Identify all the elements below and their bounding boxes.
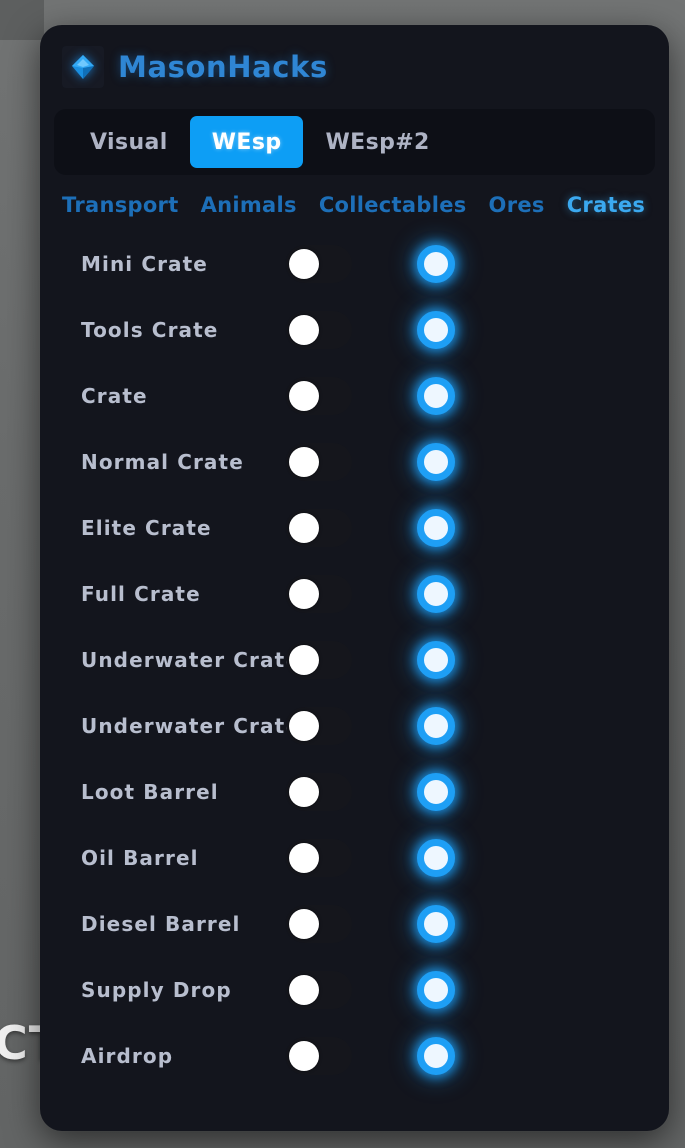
option-toggle[interactable] bbox=[286, 575, 352, 613]
toggle-knob bbox=[289, 447, 319, 477]
option-row: Oil Barrel bbox=[40, 825, 669, 891]
toggle-knob bbox=[289, 645, 319, 675]
option-color-indicator[interactable] bbox=[417, 905, 455, 943]
option-toggle[interactable] bbox=[286, 773, 352, 811]
subnav-item-collectables[interactable]: Collectables bbox=[318, 193, 467, 217]
option-row: Underwater Crate bbox=[40, 693, 669, 759]
option-row: Underwater Crate bbox=[40, 627, 669, 693]
option-color-indicator[interactable] bbox=[417, 1037, 455, 1075]
option-toggle[interactable] bbox=[286, 1037, 352, 1075]
toggle-knob bbox=[289, 1041, 319, 1071]
option-toggle[interactable] bbox=[286, 509, 352, 547]
cheat-menu-panel: MasonHacks Visual WEsp WEsp#2 Transport … bbox=[40, 25, 669, 1131]
option-color-indicator[interactable] bbox=[417, 377, 455, 415]
sub-navigation: Transport Animals Collectables Ores Crat… bbox=[40, 175, 669, 229]
panel-header: MasonHacks bbox=[40, 25, 669, 109]
option-label: Underwater Crate bbox=[81, 714, 300, 738]
subnav-item-crates[interactable]: Crates bbox=[566, 193, 646, 217]
option-toggle[interactable] bbox=[286, 377, 352, 415]
subnav-item-transport[interactable]: Transport bbox=[62, 193, 179, 217]
option-toggle[interactable] bbox=[286, 311, 352, 349]
option-toggle[interactable] bbox=[286, 707, 352, 745]
toggle-knob bbox=[289, 513, 319, 543]
option-row: Full Crate bbox=[40, 561, 669, 627]
tab-wesp2[interactable]: WEsp#2 bbox=[325, 129, 430, 155]
option-toggle[interactable] bbox=[286, 443, 352, 481]
toggle-knob bbox=[289, 711, 319, 741]
option-toggle[interactable] bbox=[286, 971, 352, 1009]
toggle-knob bbox=[289, 579, 319, 609]
option-color-indicator[interactable] bbox=[417, 641, 455, 679]
option-label: Crate bbox=[81, 384, 148, 408]
tab-wesp[interactable]: WEsp bbox=[189, 116, 304, 168]
toggle-knob bbox=[289, 843, 319, 873]
toggle-knob bbox=[289, 909, 319, 939]
option-label: Normal Crate bbox=[81, 450, 244, 474]
option-list: Mini Crate Tools Crate Crate Normal Crate El… bbox=[40, 229, 669, 1089]
option-label: Mini Crate bbox=[81, 252, 208, 276]
option-color-indicator[interactable] bbox=[417, 773, 455, 811]
option-color-indicator[interactable] bbox=[417, 575, 455, 613]
option-color-indicator[interactable] bbox=[417, 443, 455, 481]
option-label: Airdrop bbox=[81, 1044, 174, 1068]
option-label: Oil Barrel bbox=[81, 846, 199, 870]
option-toggle[interactable] bbox=[286, 641, 352, 679]
option-row: Supply Drop bbox=[40, 957, 669, 1023]
toggle-knob bbox=[289, 777, 319, 807]
option-row: Mini Crate bbox=[40, 231, 669, 297]
option-row: Tools Crate bbox=[40, 297, 669, 363]
option-toggle[interactable] bbox=[286, 245, 352, 283]
tab-bar: Visual WEsp WEsp#2 bbox=[54, 109, 655, 175]
option-label: Loot Barrel bbox=[81, 780, 219, 804]
background-shade bbox=[0, 0, 44, 40]
option-color-indicator[interactable] bbox=[417, 971, 455, 1009]
option-label: Elite Crate bbox=[81, 516, 212, 540]
option-label: Tools Crate bbox=[81, 318, 219, 342]
option-label: Underwater Crate bbox=[81, 648, 300, 672]
option-color-indicator[interactable] bbox=[417, 707, 455, 745]
option-label: Supply Drop bbox=[81, 978, 232, 1002]
page-title: MasonHacks bbox=[118, 50, 328, 84]
option-label: Full Crate bbox=[81, 582, 201, 606]
option-row: Normal Crate bbox=[40, 429, 669, 495]
toggle-knob bbox=[289, 315, 319, 345]
option-color-indicator[interactable] bbox=[417, 311, 455, 349]
option-color-indicator[interactable] bbox=[417, 839, 455, 877]
toggle-knob bbox=[289, 249, 319, 279]
option-color-indicator[interactable] bbox=[417, 509, 455, 547]
diamond-gem-icon bbox=[62, 46, 104, 88]
toggle-knob bbox=[289, 975, 319, 1005]
option-row: Airdrop bbox=[40, 1023, 669, 1089]
option-toggle[interactable] bbox=[286, 839, 352, 877]
option-row: Loot Barrel bbox=[40, 759, 669, 825]
subnav-item-ores[interactable]: Ores bbox=[488, 193, 545, 217]
option-label: Diesel Barrel bbox=[81, 912, 241, 936]
tab-visual[interactable]: Visual bbox=[90, 129, 168, 155]
option-row: Crate bbox=[40, 363, 669, 429]
toggle-knob bbox=[289, 381, 319, 411]
option-row: Diesel Barrel bbox=[40, 891, 669, 957]
option-toggle[interactable] bbox=[286, 905, 352, 943]
option-row: Elite Crate bbox=[40, 495, 669, 561]
subnav-item-animals[interactable]: Animals bbox=[200, 193, 297, 217]
option-color-indicator[interactable] bbox=[417, 245, 455, 283]
